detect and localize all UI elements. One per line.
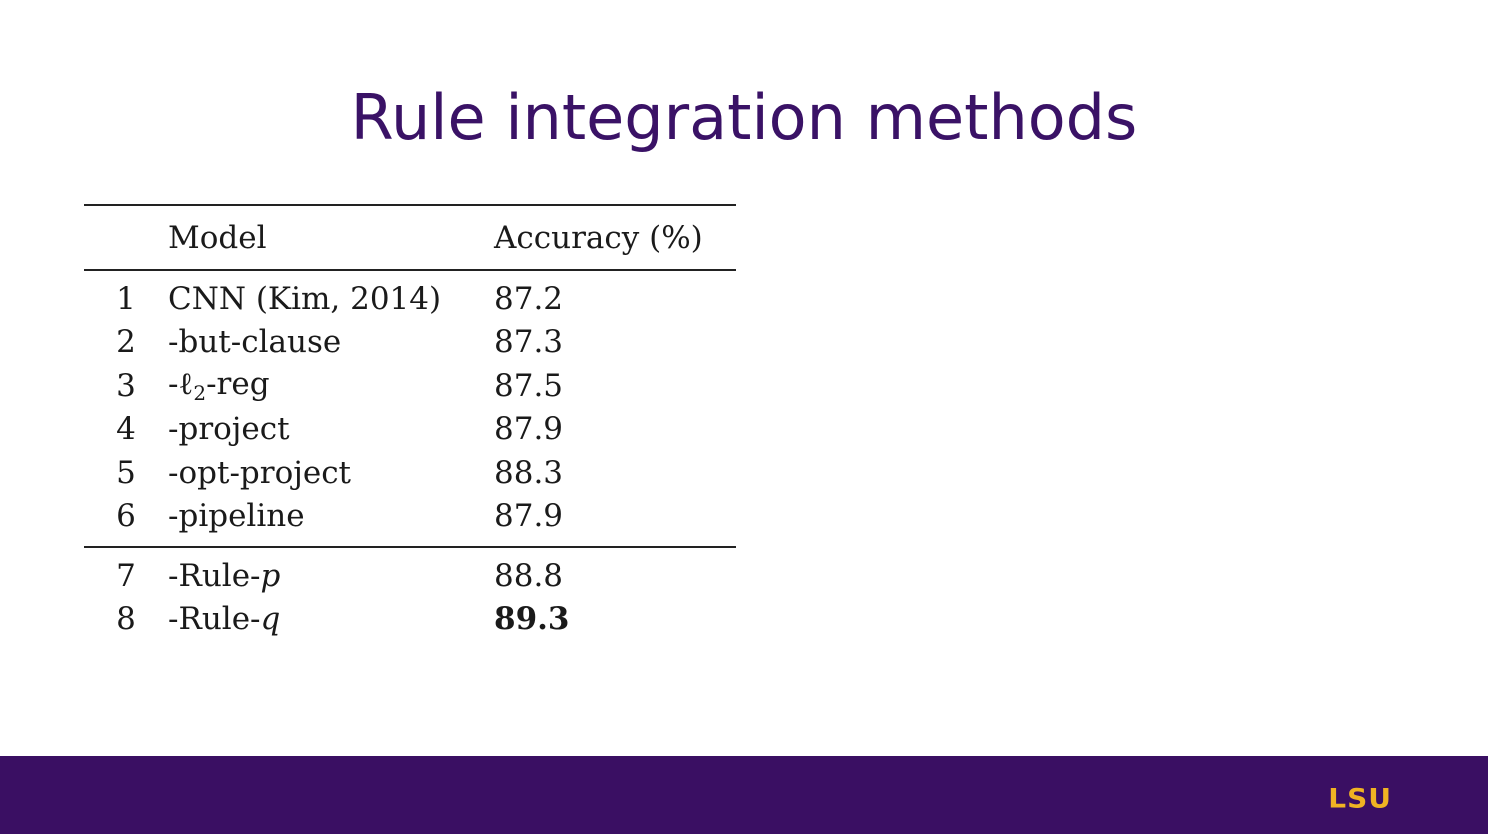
row-num: 2 <box>116 324 136 361</box>
row-model: CNN (Kim, 2014) <box>168 280 442 317</box>
row-model-subscript: 2 <box>193 381 207 406</box>
table-row: 7 -Rule-p 88.8 <box>84 554 736 598</box>
row-model: -Rule-q <box>168 601 494 637</box>
table-row: 1 CNN (Kim, 2014) 87.2 <box>84 277 736 321</box>
table-row: 8 -Rule-q 89.3 <box>84 598 736 642</box>
row-model-suffix: -reg <box>206 366 270 403</box>
table-group-rule <box>84 546 736 548</box>
header-model: Model <box>168 219 267 256</box>
row-accuracy: 88.3 <box>494 454 564 491</box>
row-model: -but-clause <box>168 324 342 361</box>
table-row: 3 -ℓ2-reg 87.5 <box>84 364 736 408</box>
row-model: -Rule-p <box>168 558 494 594</box>
row-model: -pipeline <box>168 498 305 535</box>
table-mid-rule <box>84 269 736 271</box>
row-accuracy: 87.3 <box>494 324 564 361</box>
table-top-rule <box>84 204 736 206</box>
row-model: -ℓ2-reg <box>168 366 494 405</box>
row-accuracy: 88.8 <box>494 557 564 594</box>
table-group-rules: 7 -Rule-p 88.8 8 -Rule-q 89.3 <box>84 548 736 641</box>
row-model-prefix: -ℓ <box>168 366 194 403</box>
table-header-row: Model Accuracy (%) <box>84 206 736 269</box>
lsu-logo: LSU <box>1328 782 1392 815</box>
row-model: -project <box>168 411 290 448</box>
row-model: -opt-project <box>168 454 352 491</box>
row-num: 6 <box>116 498 136 535</box>
row-num: 8 <box>116 601 136 638</box>
footer-bar: LSU <box>0 756 1488 834</box>
row-num: 3 <box>116 367 136 404</box>
row-model-italic: p <box>260 557 281 594</box>
table-group-baselines: 1 CNN (Kim, 2014) 87.2 2 -but-clause 87.… <box>84 271 736 546</box>
row-model-italic: q <box>260 601 281 638</box>
header-accuracy: Accuracy (%) <box>494 219 703 256</box>
table-row: 6 -pipeline 87.9 <box>84 495 736 539</box>
row-accuracy: 87.5 <box>494 367 564 404</box>
row-accuracy-best: 89.3 <box>494 601 570 638</box>
row-num: 4 <box>116 411 136 448</box>
row-num: 1 <box>116 280 136 317</box>
table-row: 4 -project 87.9 <box>84 408 736 452</box>
row-accuracy: 87.9 <box>494 411 564 448</box>
row-model-prefix: -Rule- <box>168 601 261 638</box>
slide-title: Rule integration methods <box>350 81 1138 154</box>
table-row: 2 -but-clause 87.3 <box>84 321 736 365</box>
row-accuracy: 87.2 <box>494 280 564 317</box>
table-row: 5 -opt-project 88.3 <box>84 451 736 495</box>
row-num: 7 <box>116 557 136 594</box>
row-num: 5 <box>116 454 136 491</box>
results-table: Model Accuracy (%) 1 CNN (Kim, 2014) 87.… <box>84 204 736 641</box>
row-accuracy: 87.9 <box>494 498 564 535</box>
row-model-prefix: -Rule- <box>168 557 261 594</box>
